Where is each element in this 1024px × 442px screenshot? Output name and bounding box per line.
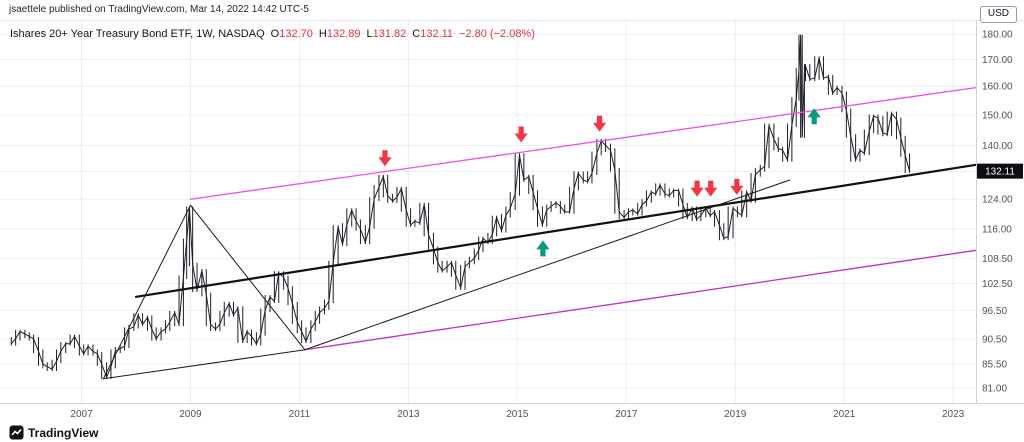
svg-text:116.00: 116.00 [982, 224, 1012, 235]
chart-area: 180.00 170.00 160.00 150.00 140.00 124.00 116.… [0, 20, 1024, 442]
svg-text:140.00: 140.00 [982, 141, 1013, 152]
high-quote: H 132.89 [318, 28, 361, 40]
svg-text:124.00: 124.00 [982, 195, 1013, 206]
svg-text:2013: 2013 [397, 409, 420, 420]
svg-text:150.00: 150.00 [982, 110, 1013, 121]
svg-text:2007: 2007 [70, 409, 93, 420]
time-scale[interactable]: 2007 2009 2011 2013 2015 2017 2019 2021 2023 [70, 409, 964, 420]
triangle-right-side[interactable] [189, 204, 306, 351]
close-quote: C 132.11 [412, 28, 454, 40]
svg-text:2017: 2017 [615, 409, 638, 420]
svg-text:102.50: 102.50 [982, 279, 1013, 290]
red-down-arrow[interactable] [378, 150, 392, 167]
support-extension[interactable] [304, 179, 791, 351]
svg-text:132.11: 132.11 [985, 167, 1015, 178]
price-series [10, 34, 911, 379]
svg-text:81.00: 81.00 [982, 384, 1007, 395]
change-value: −2.80 (−2.08%) [459, 28, 535, 40]
red-down-arrow[interactable] [690, 180, 704, 197]
triangle-left-side[interactable] [102, 204, 191, 380]
svg-text:2011: 2011 [289, 409, 311, 420]
grid-lines [0, 21, 976, 403]
teal-up-arrow[interactable] [536, 240, 550, 257]
svg-text:2023: 2023 [942, 409, 965, 420]
low-quote: L 131.82 [366, 28, 407, 40]
svg-text:2021: 2021 [833, 409, 856, 420]
svg-text:108.50: 108.50 [982, 254, 1013, 265]
red-down-arrow[interactable] [592, 115, 607, 132]
svg-text:160.00: 160.00 [982, 82, 1013, 93]
red-down-arrow[interactable] [514, 126, 528, 143]
lower-channel-line[interactable] [304, 249, 977, 351]
svg-text:2015: 2015 [506, 409, 529, 420]
svg-text:180.00: 180.00 [982, 30, 1013, 41]
publisher-note: jsaettele published on TradingView.com, … [9, 4, 309, 15]
arrow-markers[interactable] [378, 108, 821, 257]
price-scale[interactable]: 180.00 170.00 160.00 150.00 140.00 124.00 116.… [982, 30, 1013, 395]
triangle-base[interactable] [102, 349, 306, 380]
svg-text:2009: 2009 [179, 409, 202, 420]
currency-button[interactable]: USD [979, 6, 1017, 23]
svg-text:85.50: 85.50 [982, 360, 1007, 371]
tradingview-logo[interactable]: TradingView [9, 425, 98, 440]
median-trendline[interactable] [134, 163, 978, 298]
red-down-arrow[interactable] [730, 178, 744, 195]
tradingview-wordmark: TradingView [28, 425, 99, 440]
price-chart-svg[interactable]: 180.00 170.00 160.00 150.00 140.00 124.00 116.… [0, 21, 1024, 442]
svg-text:96.50: 96.50 [982, 306, 1007, 317]
tradingview-logo-icon [9, 425, 24, 440]
teal-up-arrow[interactable] [807, 108, 821, 125]
trendlines[interactable] [102, 86, 978, 380]
svg-text:2019: 2019 [724, 409, 747, 420]
last-price-tag: 132.11 [977, 163, 1023, 179]
open-quote: O 132.70 [270, 28, 313, 40]
svg-text:170.00: 170.00 [982, 55, 1013, 66]
symbol-title-row: Ishares 20+ Year Treasury Bond ETF, 1W, … [10, 28, 535, 40]
axes-frame [0, 21, 1024, 404]
symbol-title[interactable]: Ishares 20+ Year Treasury Bond ETF, 1W, … [10, 28, 265, 40]
upper-channel-line[interactable] [189, 86, 977, 200]
svg-text:90.50: 90.50 [982, 334, 1007, 345]
red-down-arrow[interactable] [704, 180, 718, 197]
